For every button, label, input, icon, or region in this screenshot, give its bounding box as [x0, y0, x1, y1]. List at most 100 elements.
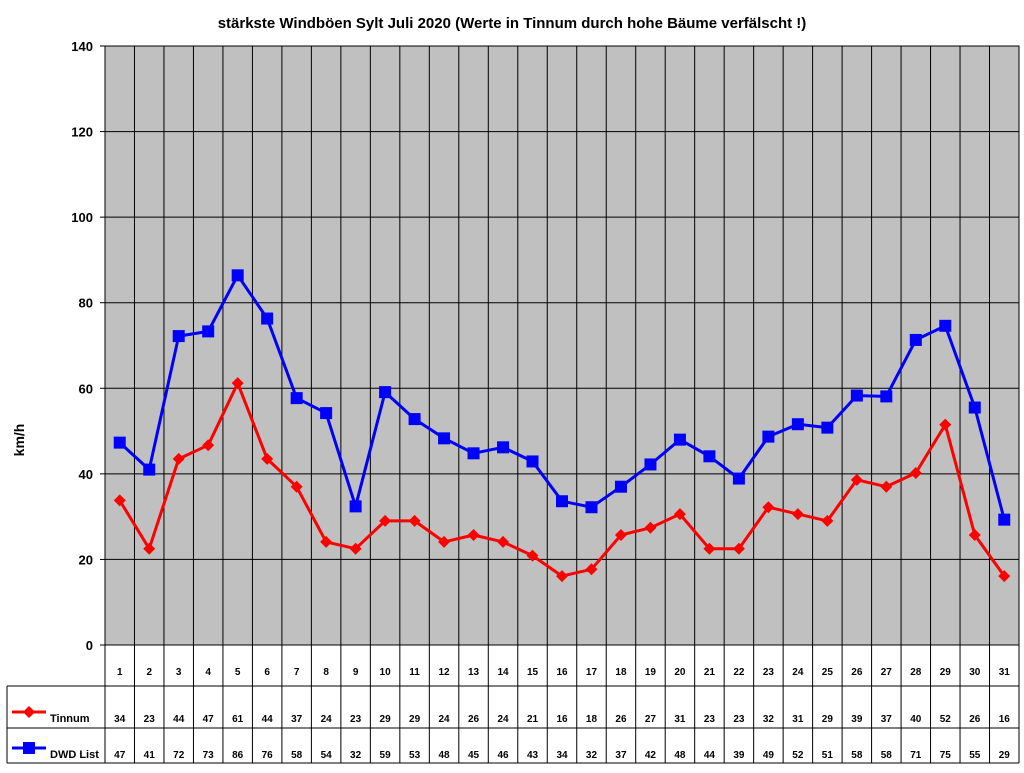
- x-tick-label: 5: [235, 667, 241, 678]
- table-cell-value: 44: [173, 714, 185, 725]
- table-cell-value: 39: [851, 714, 863, 725]
- table-cell-value: 47: [114, 750, 126, 761]
- table-cell-value: 34: [114, 714, 126, 725]
- table-cell-value: 16: [556, 714, 568, 725]
- data-point-tinnum: [791, 508, 804, 521]
- data-point-tinnum: [556, 570, 568, 583]
- table-cell-value: 26: [969, 714, 981, 725]
- table-cell-value: 48: [674, 750, 686, 761]
- table-cell-value: 58: [291, 750, 303, 761]
- data-point-dwd-list: [349, 500, 362, 513]
- x-tick-label: 31: [999, 667, 1011, 678]
- table-cell-value: 42: [645, 750, 657, 761]
- data-point-dwd-list: [438, 432, 451, 445]
- table-cell-value: 32: [586, 750, 598, 761]
- table-cell-value: 48: [439, 750, 451, 761]
- table-cell-value: 61: [232, 714, 244, 725]
- data-point-tinnum: [497, 535, 510, 548]
- data-point-dwd-list: [909, 333, 922, 346]
- table-cell-value: 52: [792, 750, 804, 761]
- data-point-tinnum: [821, 514, 834, 527]
- data-point-dwd-list: [408, 413, 421, 426]
- table-cell-value: 21: [527, 714, 539, 725]
- data-point-tinnum: [939, 418, 952, 431]
- data-point-dwd-list: [556, 495, 568, 508]
- data-point-dwd-list: [880, 390, 893, 403]
- data-point-dwd-list: [261, 312, 274, 325]
- table-cell-value: 29: [409, 714, 421, 725]
- x-tick-label: 11: [409, 667, 420, 678]
- x-tick-label: 23: [763, 667, 775, 678]
- table-cell-value: 49: [763, 750, 775, 761]
- data-point-dwd-list: [202, 325, 215, 338]
- data-point-tinnum: [320, 535, 333, 548]
- legend-label: DWD List: [50, 749, 99, 761]
- data-point-dwd-list: [113, 436, 126, 449]
- x-tick-label: 6: [264, 667, 270, 678]
- data-point-tinnum: [438, 535, 451, 548]
- x-tick-label: 17: [586, 667, 598, 678]
- x-tick-label: 30: [969, 667, 981, 678]
- y-axis-ticks: 0 20 40 60 80 100 120 140: [71, 39, 93, 653]
- data-point-dwd-list: [497, 441, 510, 454]
- table-cell-value: 76: [262, 750, 274, 761]
- data-point-dwd-list: [968, 401, 981, 414]
- table-cell-value: 37: [291, 714, 303, 725]
- data-point-tinnum: [880, 480, 893, 493]
- data-point-dwd-list: [231, 269, 244, 282]
- table-cell-value: 46: [497, 750, 509, 761]
- data-point-tinnum: [261, 452, 274, 465]
- data-point-tinnum: [113, 494, 126, 507]
- y-axis-label: km/h: [11, 424, 27, 457]
- legend-label: Tinnum: [50, 713, 90, 725]
- table-cell-value: 45: [468, 750, 480, 761]
- y-tick-label: 80: [79, 296, 93, 311]
- table-cell-value: 23: [704, 714, 716, 725]
- table-cell-value: 73: [203, 750, 215, 761]
- table-cell-value: 58: [881, 750, 893, 761]
- data-point-tinnum: [172, 452, 185, 465]
- y-tick-label: 100: [71, 210, 93, 225]
- x-tick-label: 19: [645, 667, 657, 678]
- x-tick-label: 2: [146, 667, 152, 678]
- table-cell-value: 75: [940, 750, 952, 761]
- data-point-tinnum: [526, 549, 539, 562]
- x-tick-label: 22: [733, 667, 745, 678]
- table-cell-value: 32: [350, 750, 362, 761]
- table-cell-value: 29: [999, 750, 1011, 761]
- data-point-tinnum: [644, 521, 657, 534]
- y-tick-label: 0: [86, 638, 93, 653]
- data-point-dwd-list: [172, 330, 185, 343]
- table-cell-value: 26: [615, 714, 627, 725]
- x-tick-label: 25: [822, 667, 834, 678]
- data-point-dwd-list: [526, 455, 539, 468]
- data-point-tinnum: [408, 514, 421, 527]
- table-cell-value: 32: [763, 714, 775, 725]
- x-tick-label: 20: [674, 667, 686, 678]
- table-cell-value: 24: [439, 714, 451, 725]
- data-point-dwd-list: [703, 450, 716, 463]
- plot-area: [104, 45, 1020, 646]
- table-cell-value: 23: [350, 714, 362, 725]
- data-point-tinnum: [998, 570, 1011, 583]
- x-tick-label: 18: [615, 667, 627, 678]
- x-tick-label: 1: [117, 667, 123, 678]
- data-point-tinnum: [762, 501, 775, 514]
- x-tick-label: 24: [792, 667, 804, 678]
- data-point-dwd-list: [821, 421, 834, 434]
- data-point-dwd-list: [673, 433, 686, 446]
- x-tick-label: 8: [323, 667, 329, 678]
- table-cell-value: 26: [468, 714, 480, 725]
- x-tick-label: 9: [353, 667, 359, 678]
- table-cell-value: 23: [733, 714, 745, 725]
- data-point-dwd-list: [732, 472, 745, 485]
- table-cell-value: 44: [262, 714, 274, 725]
- table-cell-value: 72: [173, 750, 185, 761]
- y-tick-label: 40: [79, 467, 93, 482]
- table-cell-value: 24: [321, 714, 333, 725]
- x-tick-label: 12: [439, 667, 451, 678]
- data-point-tinnum: [909, 467, 922, 480]
- table-cell-value: 39: [733, 750, 745, 761]
- table-cell-value: 23: [144, 714, 156, 725]
